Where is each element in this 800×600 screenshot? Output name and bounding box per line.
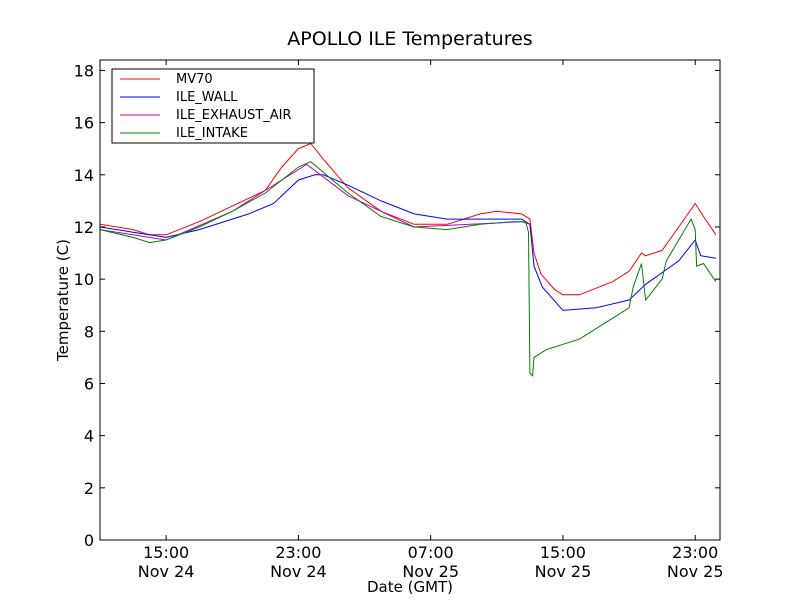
y-axis: 0 2 4 6 8 10 12 14 16 18 — [74, 61, 720, 550]
legend-label-0: MV70 — [176, 72, 213, 87]
legend-label-1: ILE_WALL — [176, 90, 238, 105]
x-tick-time: 23:00 — [275, 543, 321, 562]
series-layer — [99, 142, 717, 377]
y-tick-label: 4 — [84, 427, 94, 446]
y-tick-label: 12 — [74, 218, 94, 237]
series-line-0 — [99, 142, 717, 296]
legend: MV70 ILE_WALL ILE_EXHAUST_AIR ILE_INTAKE — [111, 68, 315, 144]
plot-frame — [99, 59, 721, 541]
legend-label-2: ILE_EXHAUST_AIR — [176, 108, 292, 123]
y-tick-label: 10 — [74, 270, 94, 289]
y-tick-label: 8 — [84, 322, 94, 341]
y-tick-label: 18 — [74, 61, 94, 80]
y-axis-label: Temperature (C) — [54, 239, 72, 362]
y-tick-label: 2 — [84, 479, 94, 498]
x-tick-time: 07:00 — [408, 543, 454, 562]
y-tick-label: 16 — [74, 114, 94, 133]
chart-title: APOLLO ILE Temperatures — [287, 28, 532, 50]
x-tick-time: 23:00 — [672, 543, 718, 562]
x-tick-date: Nov 25 — [667, 562, 724, 581]
series-line-3 — [99, 161, 717, 377]
x-tick-time: 15:00 — [540, 543, 586, 562]
x-tick-date: Nov 24 — [270, 562, 327, 581]
x-tick-date: Nov 25 — [535, 562, 592, 581]
series-line-1 — [99, 174, 716, 311]
x-axis-label: Date (GMT) — [367, 578, 453, 596]
legend-label-3: ILE_INTAKE — [176, 126, 248, 141]
x-tick-date: Nov 25 — [402, 562, 459, 581]
legend-box — [111, 68, 315, 144]
y-tick-label: 0 — [84, 531, 94, 550]
x-tick-time: 15:00 — [143, 543, 189, 562]
y-tick-label: 14 — [74, 166, 94, 185]
y-tick-label: 6 — [84, 374, 94, 393]
x-tick-date: Nov 24 — [138, 562, 195, 581]
